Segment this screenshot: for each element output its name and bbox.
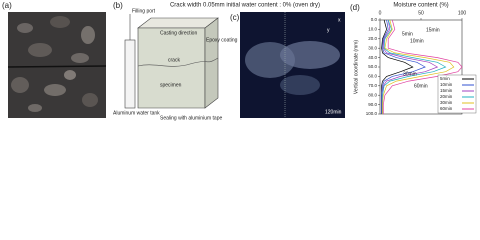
panel-label: (d) xyxy=(350,3,360,12)
legend-label: 10min xyxy=(440,82,453,87)
legend-label: 60min xyxy=(440,106,453,111)
series-line xyxy=(381,19,426,114)
annotation: 15min xyxy=(426,27,440,33)
time-label: 120min xyxy=(325,109,342,115)
y-tick-label: 70.0 xyxy=(368,83,377,88)
y-axis-label: Vertical coordinate (mm) xyxy=(353,40,359,95)
panel-label: (c) xyxy=(230,13,240,22)
label: Casting direction xyxy=(160,30,197,36)
annotation: 10min xyxy=(410,38,424,44)
y-tick-label: 30.0 xyxy=(368,45,377,50)
y-tick-label: 90.0 xyxy=(368,102,377,107)
annotation: 30min xyxy=(403,71,417,77)
y-tick-label: 100.0 xyxy=(366,111,378,116)
x-axis-label: Moisture content (%) xyxy=(393,3,448,9)
photo xyxy=(7,12,107,118)
figure-title: Crack width 0.05mm initial water content… xyxy=(170,3,320,9)
series-line xyxy=(382,19,455,114)
y-tick-label: 80.0 xyxy=(368,92,377,97)
label: Epoxy coating xyxy=(206,37,238,43)
y-tick-label: 60.0 xyxy=(368,74,377,79)
moisture-image xyxy=(240,12,345,118)
legend-label: 5min xyxy=(440,76,450,81)
label: crack xyxy=(168,57,180,63)
label: Aluminum water tank xyxy=(113,110,160,116)
axis-label: x xyxy=(338,17,341,23)
x-tick-label: 0 xyxy=(379,10,382,16)
legend-label: 15min xyxy=(440,88,453,93)
x-tick-label: 100 xyxy=(458,10,467,16)
annotation: 5min xyxy=(402,31,413,37)
x-tick-label: 50 xyxy=(418,10,424,16)
legend xyxy=(437,74,477,114)
y-tick-label: 20.0 xyxy=(368,36,377,41)
label: specimen xyxy=(160,82,182,88)
panel-label: (a) xyxy=(2,1,12,10)
axis-label: y xyxy=(327,27,330,33)
series-line xyxy=(382,19,447,114)
panel-label: (b) xyxy=(113,1,123,10)
annotation: 60min xyxy=(414,83,428,89)
y-tick-label: 40.0 xyxy=(368,55,377,60)
page: {"figure_title": "Crack width 0.05mm ini… xyxy=(2,1,477,122)
legend-label: 20min xyxy=(440,94,453,99)
figure: Crack width 0.05mm initial water content… xyxy=(2,1,477,121)
label: Filling port xyxy=(132,8,156,14)
y-tick-label: 50.0 xyxy=(368,64,377,69)
y-tick-label: 10.0 xyxy=(368,27,377,32)
series-line xyxy=(382,19,463,114)
label: Sealing with aluminium tape xyxy=(160,115,222,121)
specimen-diagram xyxy=(124,14,219,109)
legend-label: 30min xyxy=(440,100,453,105)
y-tick-label: 0.0 xyxy=(371,17,378,22)
